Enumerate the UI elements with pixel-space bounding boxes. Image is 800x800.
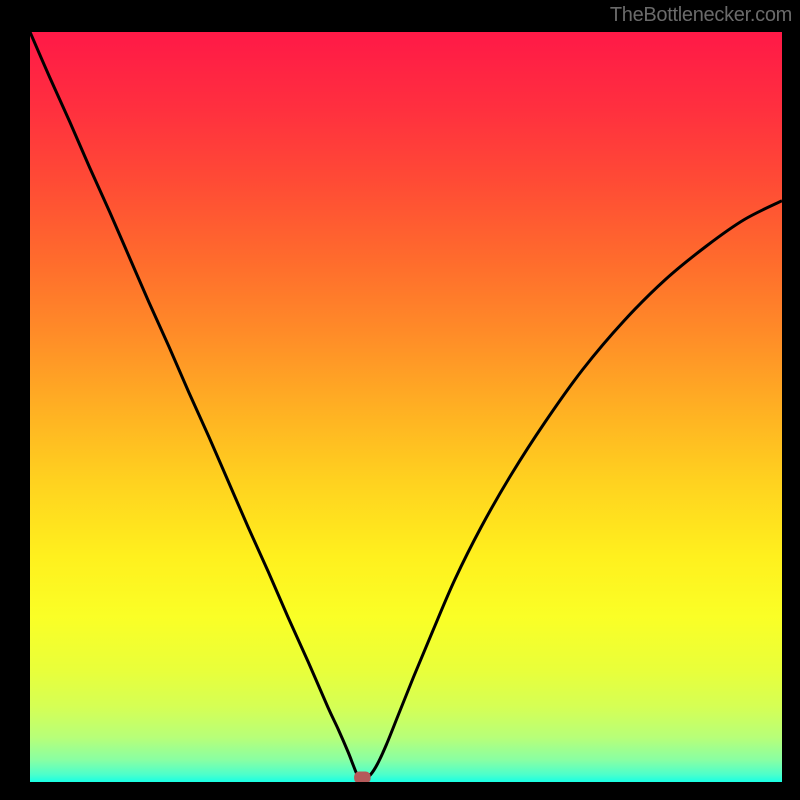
chart-container: TheBottlenecker.com xyxy=(0,0,800,800)
watermark-text: TheBottlenecker.com xyxy=(610,4,792,27)
bottleneck-chart xyxy=(0,0,800,800)
gradient-background xyxy=(30,32,782,782)
minimum-marker xyxy=(354,772,371,784)
